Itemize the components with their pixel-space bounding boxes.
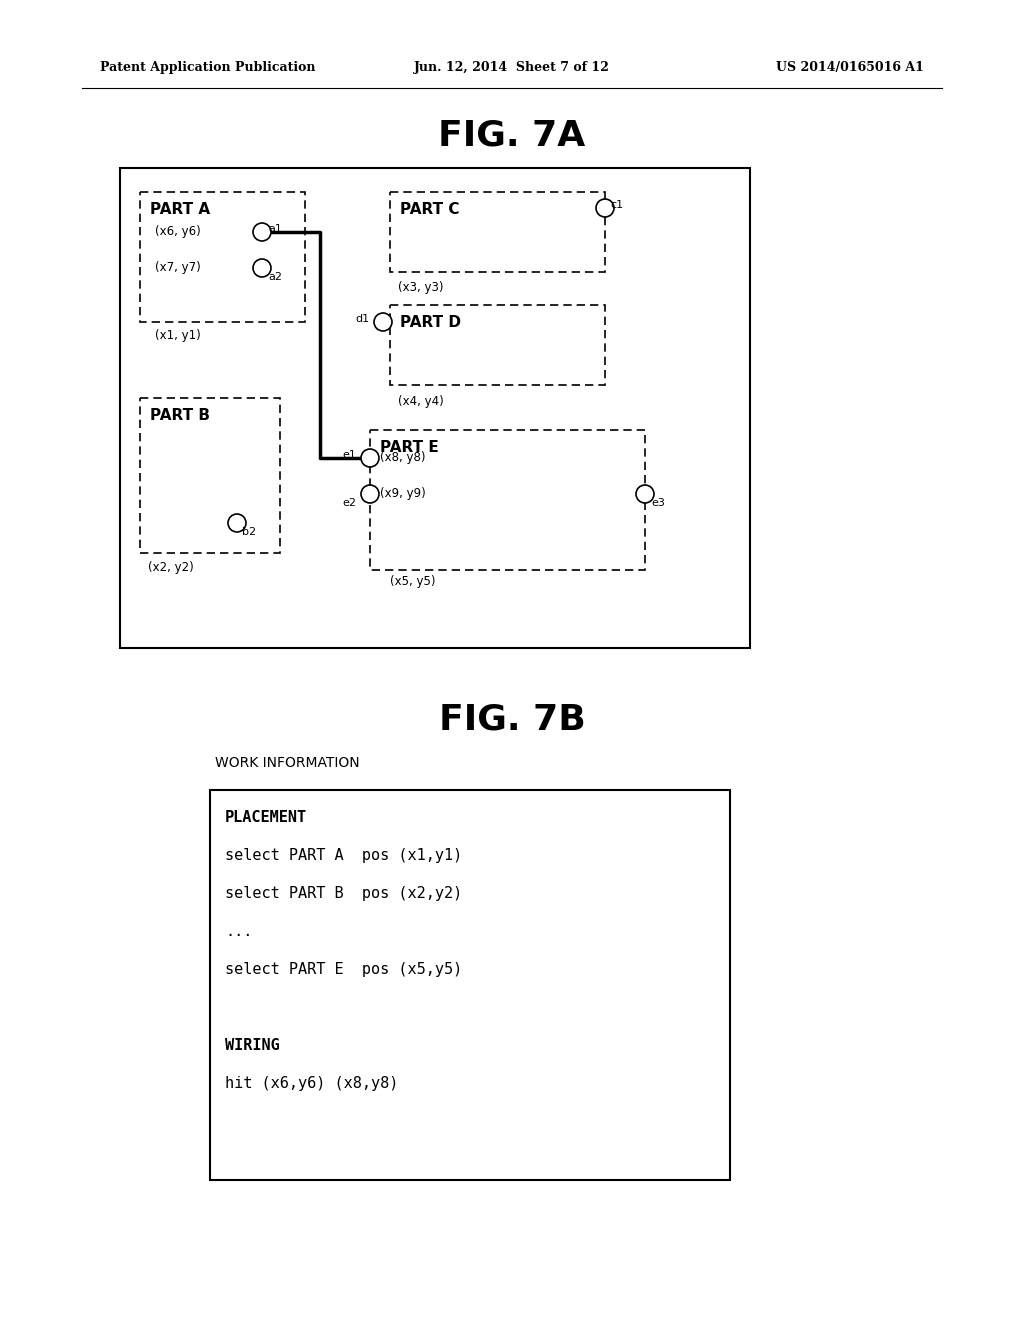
Circle shape xyxy=(361,484,379,503)
Circle shape xyxy=(374,313,392,331)
Circle shape xyxy=(253,223,271,242)
Text: d1: d1 xyxy=(355,314,369,323)
Circle shape xyxy=(361,449,379,467)
Text: e3: e3 xyxy=(651,498,665,508)
Text: PART C: PART C xyxy=(400,202,460,216)
Text: select PART E  pos (x5,y5): select PART E pos (x5,y5) xyxy=(225,962,462,977)
Text: (x4, y4): (x4, y4) xyxy=(398,396,443,408)
Bar xyxy=(210,789,730,1180)
Text: a2: a2 xyxy=(268,272,282,282)
Bar xyxy=(370,430,645,570)
Text: select PART B  pos (x2,y2): select PART B pos (x2,y2) xyxy=(225,886,462,902)
Text: hit (x6,y6) (x8,y8): hit (x6,y6) (x8,y8) xyxy=(225,1076,398,1092)
Text: b2: b2 xyxy=(242,527,256,537)
Circle shape xyxy=(636,484,654,503)
Text: (x2, y2): (x2, y2) xyxy=(148,561,194,574)
Text: c1: c1 xyxy=(610,201,624,210)
Text: (x1, y1): (x1, y1) xyxy=(155,329,201,342)
Bar xyxy=(390,305,605,385)
Circle shape xyxy=(596,199,614,216)
Text: (x5, y5): (x5, y5) xyxy=(390,576,435,589)
Text: (x3, y3): (x3, y3) xyxy=(398,281,443,294)
Text: PART D: PART D xyxy=(400,315,461,330)
Text: WORK INFORMATION: WORK INFORMATION xyxy=(215,756,359,770)
Bar xyxy=(140,399,280,553)
Text: PART B: PART B xyxy=(150,408,210,422)
Text: (x7, y7): (x7, y7) xyxy=(155,261,201,275)
Bar xyxy=(120,168,750,648)
Text: select PART A  pos (x1,y1): select PART A pos (x1,y1) xyxy=(225,847,462,863)
Text: WIRING: WIRING xyxy=(225,1038,280,1053)
Text: Patent Application Publication: Patent Application Publication xyxy=(100,62,315,74)
Text: (x9, y9): (x9, y9) xyxy=(380,487,426,500)
Text: PART E: PART E xyxy=(380,440,438,455)
Text: (x6, y6): (x6, y6) xyxy=(155,226,201,239)
Text: a1: a1 xyxy=(268,224,282,234)
Text: Jun. 12, 2014  Sheet 7 of 12: Jun. 12, 2014 Sheet 7 of 12 xyxy=(414,62,610,74)
Text: (x8, y8): (x8, y8) xyxy=(380,451,426,465)
Circle shape xyxy=(228,513,246,532)
Bar xyxy=(140,191,305,322)
Circle shape xyxy=(253,259,271,277)
Text: US 2014/0165016 A1: US 2014/0165016 A1 xyxy=(776,62,924,74)
Text: e1: e1 xyxy=(342,450,356,459)
Bar xyxy=(390,191,605,272)
Text: PLACEMENT: PLACEMENT xyxy=(225,810,307,825)
Text: e2: e2 xyxy=(342,498,356,508)
Text: PART A: PART A xyxy=(150,202,210,216)
Text: FIG. 7B: FIG. 7B xyxy=(438,704,586,737)
Text: FIG. 7A: FIG. 7A xyxy=(438,117,586,152)
Text: ...: ... xyxy=(225,924,252,939)
